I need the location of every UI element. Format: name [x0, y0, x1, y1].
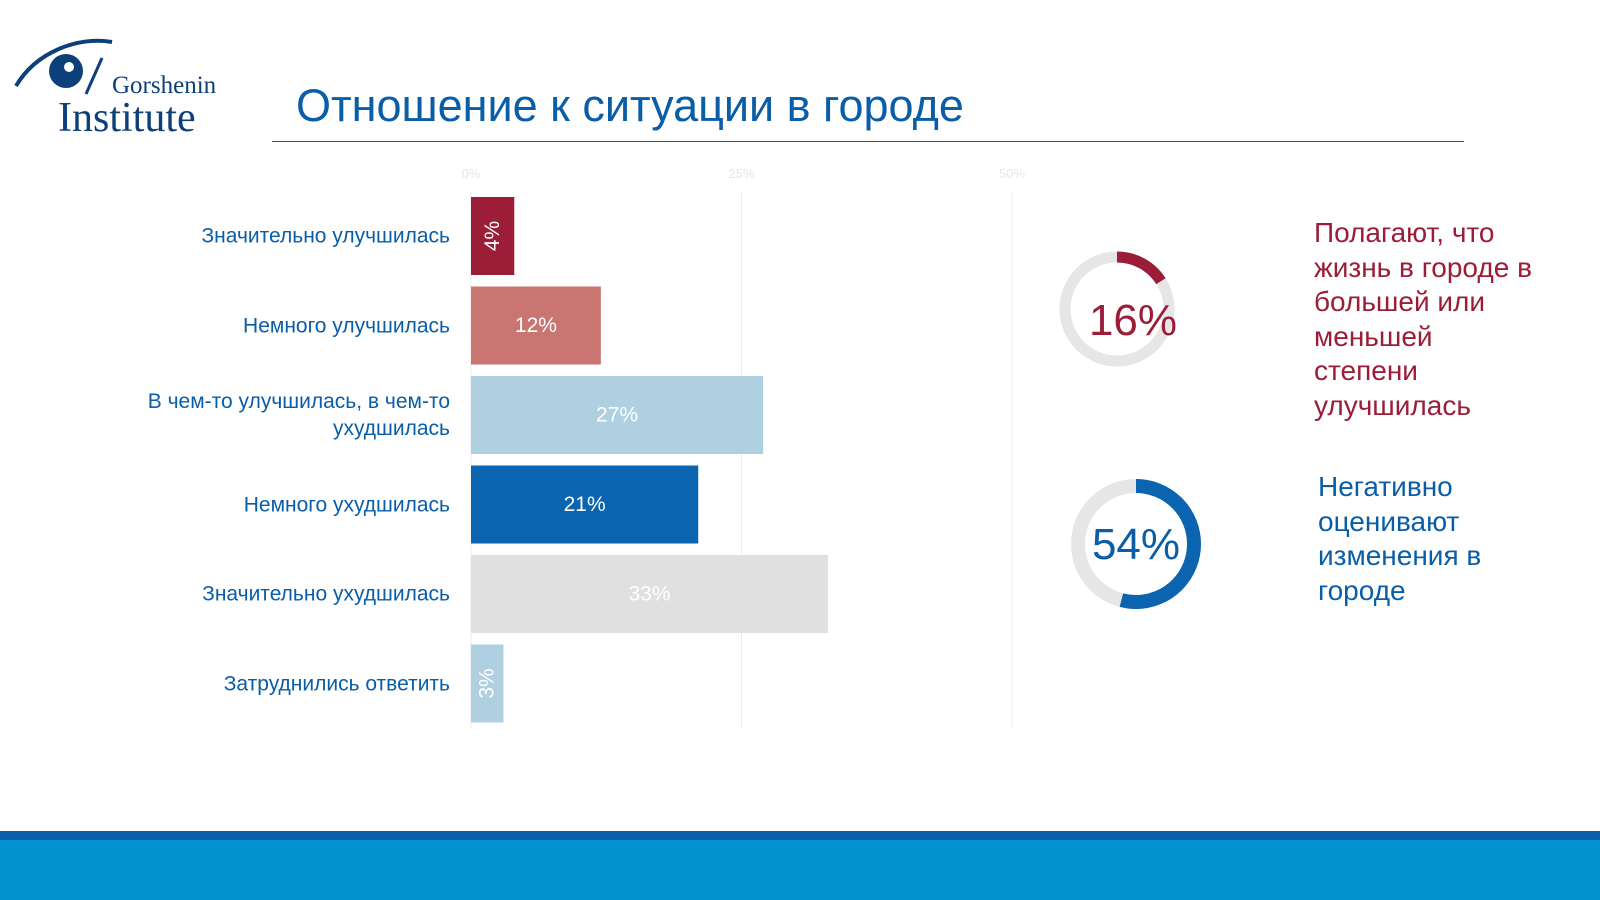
bar-value-label: 3% — [476, 668, 499, 698]
donut-improved-ring — [1059, 251, 1175, 367]
bar-value-label: 12% — [515, 314, 557, 337]
bar-value-label: 4% — [481, 221, 504, 251]
category-label: Немного ухудшилась — [243, 493, 450, 516]
improved-value: 16% — [1088, 296, 1178, 345]
note-line: степени — [1314, 355, 1418, 386]
bar — [471, 286, 601, 365]
x-tick-label: 25% — [728, 166, 754, 181]
note-line: большей или — [1314, 286, 1485, 317]
note-line: оценивают — [1318, 505, 1460, 537]
donut-improved — [1055, 247, 1179, 376]
note-line: меньшей — [1314, 320, 1433, 352]
note-line: городе — [1318, 574, 1406, 606]
title-divider — [272, 141, 1464, 142]
note-line: изменения в — [1318, 540, 1482, 571]
bar-value-label: 21% — [564, 493, 606, 516]
bar — [471, 555, 829, 633]
logo-line-2: Institute — [58, 95, 196, 141]
worsened-note: Негативно оценивают изменения в городе — [1318, 470, 1481, 608]
note-line: Полагают, что — [1314, 217, 1495, 248]
logo-line-1: Gorshenin — [112, 72, 217, 99]
donut-worsened-ring — [1071, 479, 1201, 609]
improved-note: Полагают, что жизнь в городе в большей или… — [1314, 216, 1532, 423]
bar-value-label: 33% — [629, 583, 671, 606]
worsened-value: 54% — [1091, 520, 1181, 569]
note-line: жизнь в городе в — [1314, 251, 1532, 283]
category-label: В чем-то улучшилась, в чем-то ухудшилась — [147, 390, 450, 440]
footer-band-dark — [0, 831, 1600, 840]
donut-arc — [1071, 479, 1201, 609]
category-label: Затруднились ответить — [223, 672, 450, 695]
logo: Gorshenin Institute — [12, 34, 242, 144]
category-label: Значительно улучшилась — [201, 224, 450, 248]
x-tick-label: 50% — [999, 166, 1025, 181]
bar — [471, 197, 515, 275]
donut-arc — [1059, 251, 1175, 367]
donut-worsened — [1066, 474, 1206, 619]
eye-logo-icon — [14, 38, 113, 95]
x-tick-label: 0% — [462, 166, 481, 181]
bar — [471, 465, 699, 544]
category-label: Значительно ухудшилась — [202, 582, 450, 606]
bar-value-label: 27% — [596, 404, 638, 427]
bar — [471, 644, 504, 723]
bar — [471, 376, 764, 454]
page-title: Отношение к ситуации в городе — [296, 80, 964, 131]
note-line: улучшилась — [1314, 389, 1471, 421]
category-label: Немного улучшилась — [243, 314, 450, 337]
note-line: Негативно — [1318, 471, 1453, 502]
footer-band-light — [0, 840, 1600, 900]
